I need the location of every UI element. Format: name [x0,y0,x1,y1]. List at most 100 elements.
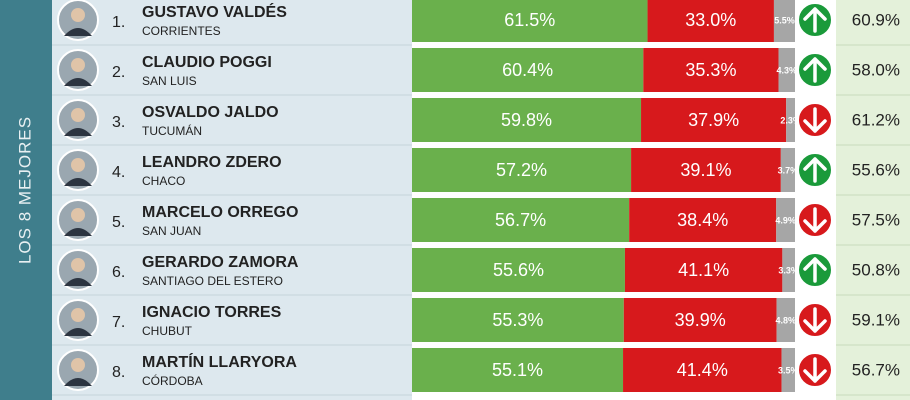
bar-segment [776,298,795,342]
value-label: 3.7% [778,165,799,175]
province: SAN JUAN [142,224,201,238]
province: SANTIAGO DEL ESTERO [142,274,283,288]
avatar-head [71,308,85,322]
value-label: 55.3% [492,310,543,330]
bar-segment [412,198,630,242]
bar-segment [623,348,782,392]
avatar-head [71,258,85,272]
value-label: 37.9% [688,110,739,130]
bar-segment [776,198,795,242]
bar-segment [624,248,783,292]
avatar-body [64,228,92,236]
value-label: 4.9% [775,215,796,225]
avatar-body [64,128,92,136]
name: CLAUDIO POGGI [142,54,272,71]
name: GERARDO ZAMORA [142,254,299,271]
bar-segment [412,148,632,192]
previous-value: 57.5% [852,210,900,229]
previous-value: 61.2% [852,110,900,129]
rank: 1. [112,14,125,31]
trend-arrow-glyph [803,107,827,133]
bar-segment [412,0,648,42]
value-label: 3.5% [778,365,799,375]
avatar-head [71,108,85,122]
value-label: 38.4% [677,210,728,230]
avatar-body [64,378,92,386]
trend-arrow-glyph [803,257,827,283]
province: CORRIENTES [142,24,221,38]
side-strip [0,0,52,400]
previous-value: 58.0% [852,60,900,79]
avatar-head [71,158,85,172]
bar-segment [629,198,777,242]
value-label: 41.1% [678,260,729,280]
bar-segment [781,348,795,392]
bar-segment [786,98,795,142]
name: MARTÍN LLARYORA [142,352,297,371]
bar-segment [780,148,795,192]
avatar-body [64,278,92,286]
value-label: 4.8% [776,315,797,325]
rank: 6. [112,264,125,281]
bar-segment [631,148,781,192]
value-label: 61.5% [504,10,555,30]
trend-arrow-glyph [803,7,827,33]
value-label: 5.5% [774,15,795,25]
bar-segment [641,98,787,142]
previous-value: 56.7% [852,360,900,379]
value-label: 41.4% [677,360,728,380]
value-label: 4.3% [777,65,798,75]
avatar-head [71,58,85,72]
trend-arrow-glyph [803,307,827,333]
bar-segment [773,0,795,42]
value-label: 56.7% [495,210,546,230]
avatar-body [64,78,92,86]
name: OSVALDO JALDO [142,104,279,121]
avatar-head [71,8,85,22]
bar-segment [412,98,642,142]
value-label: 60.4% [502,60,553,80]
name: LEANDRO ZDERO [142,154,282,171]
avatar-body [64,28,92,36]
province: CHUBUT [142,324,193,338]
bar-segment [412,48,644,92]
value-label: 39.1% [680,160,731,180]
bar-segment [623,298,777,342]
value-label: 55.1% [492,360,543,380]
trend-arrow-glyph [803,57,827,83]
names-panel [52,0,412,400]
value-label: 3.3% [778,265,799,275]
previous-value: 50.8% [852,260,900,279]
rank: 3. [112,114,125,131]
value-label: 59.8% [501,110,552,130]
rank: 2. [112,64,125,81]
avatar-head [71,208,85,222]
avatar-body [64,328,92,336]
province: CÓRDOBA [142,373,203,388]
bar-segment [647,0,774,42]
bar-segment [778,48,795,92]
value-label: 55.6% [493,260,544,280]
province: CHACO [142,174,185,188]
trend-arrow-glyph [803,207,827,233]
trend-arrow-glyph [803,357,827,383]
avatar-body [64,178,92,186]
bar-segment [412,248,625,292]
value-label: 39.9% [675,310,726,330]
bar-segment [412,348,624,392]
rank: 8. [112,364,125,381]
value-label: 33.0% [685,10,736,30]
trend-arrow-glyph [803,157,827,183]
name: GUSTAVO VALDÉS [142,2,287,21]
side-label: LOS 8 MEJORES [15,116,34,264]
name: MARCELO ORREGO [142,204,298,221]
avatar-head [71,358,85,372]
value-label: 57.2% [496,160,547,180]
previous-panel [836,0,910,400]
province: SAN LUIS [142,74,197,88]
previous-value: 59.1% [852,310,900,329]
rank: 7. [112,314,125,331]
rank: 5. [112,214,125,231]
value-label: 35.3% [685,60,736,80]
